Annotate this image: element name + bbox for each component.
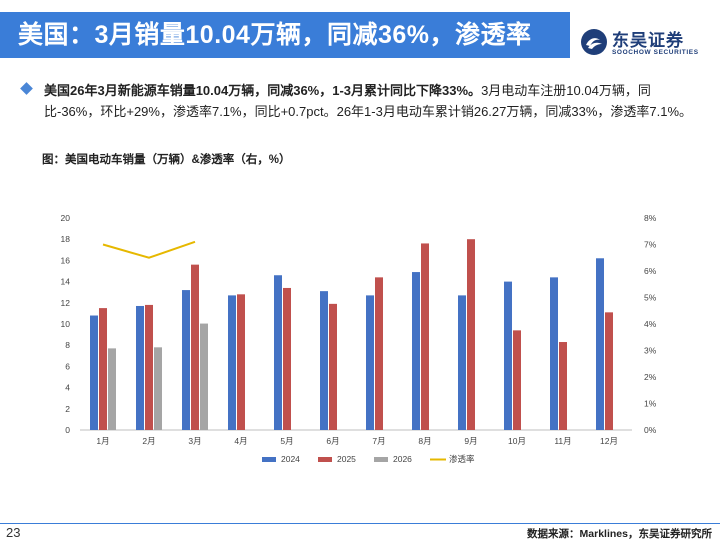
left-tick-label: 12 [61,298,71,308]
category-tick-label: 2月 [142,436,155,446]
page-title: 美国：3月销量10.04万辆，同减36%，渗透率7.1% [0,12,570,95]
legend-label: 2024 [281,454,300,464]
bar-2024 [412,272,420,430]
legend-swatch-2025 [318,457,332,462]
category-tick-label: 1月 [96,436,109,446]
bar-2026 [200,323,208,430]
logo-text-en: SOOCHOW SECURITIES [612,49,699,56]
footer-divider [0,523,720,524]
bar-2024 [504,281,512,430]
right-tick-label: 8% [644,213,657,223]
figure-caption: 图：美国电动车销量（万辆）&渗透率（右，%） [42,154,291,166]
logo-mark-icon [581,29,607,55]
category-tick-label: 5月 [280,436,293,446]
category-tick-label: 9月 [464,436,477,446]
summary-bullet: 美国26年3月新能源车销量10.04万辆，同减36%，1-3月累计同比下降33%… [20,80,702,122]
left-tick-label: 14 [61,277,71,287]
company-logo: 东吴证券 SOOCHOW SECURITIES [580,28,710,62]
bar-2025 [191,264,199,430]
right-tick-label: 5% [644,293,657,303]
bar-2024 [228,295,236,430]
bar-2025 [559,342,567,430]
bullet-diamond-icon [20,82,33,95]
right-tick-label: 1% [644,399,657,409]
category-tick-label: 4月 [234,436,247,446]
right-tick-label: 2% [644,372,657,382]
ev-sales-chart: 0 2 4 6 8 10 12 14 16 18 20 0% 1% 2% 3% 4% 5% 6% 7% 8% 1月 2月 3… [61,213,657,464]
category-tick-label: 10月 [508,436,526,446]
bar-2024 [596,258,604,430]
legend-label: 2025 [337,454,356,464]
legend-label: 渗透率 [449,454,475,464]
left-tick-label: 6 [65,361,70,371]
bar-2026 [154,347,162,430]
left-tick-label: 10 [61,319,71,329]
bar-2025 [605,312,613,430]
left-tick-label: 20 [61,213,71,223]
bar-2024 [136,305,144,430]
logo-text-cn: 东吴证券 [612,31,684,50]
left-tick-label: 18 [61,234,71,244]
summary-text: 美国26年3月新能源车销量10.04万辆，同减36%，1-3月累计同比下降33%… [44,80,702,122]
bar-2025 [99,308,107,430]
category-tick-label: 7月 [372,436,385,446]
bar-2024 [458,295,466,430]
left-tick-label: 16 [61,255,71,265]
right-tick-label: 6% [644,266,657,276]
bar-2025 [421,243,429,430]
bar-2026 [108,348,116,430]
summary-bold: 美国26年3月新能源车销量10.04万辆，同减36%，1-3月累计同比下降33%… [44,83,482,98]
right-tick-label: 7% [644,240,657,250]
bar-2024 [320,291,328,430]
category-tick-label: 12月 [600,436,618,446]
left-tick-label: 8 [65,340,70,350]
bar-2025 [237,294,245,430]
page-number: 23 [6,525,21,540]
left-tick-label: 2 [65,404,70,414]
penetration-rate-line [102,240,196,259]
source-note: 数据来源：Marklines，东吴证券研究所 [527,528,712,540]
legend-swatch-2026 [374,457,388,462]
bar-2025 [329,303,337,430]
legend-swatch-2024 [262,457,276,462]
bar-2024 [182,290,190,430]
category-tick-label: 3月 [188,436,201,446]
bar-2024 [366,295,374,430]
left-tick-label: 0 [65,425,70,435]
legend-label: 2026 [393,454,412,464]
right-tick-label: 3% [644,346,657,356]
left-tick-label: 4 [65,383,70,393]
bar-2025 [145,304,153,430]
bar-2024 [90,315,98,430]
right-tick-label: 4% [644,319,657,329]
category-tick-label: 8月 [418,436,431,446]
bar-2024 [550,277,558,430]
bar-2025 [283,287,291,430]
right-tick-label: 0% [644,425,657,435]
category-tick-label: 6月 [326,436,339,446]
bar-2025 [513,330,521,430]
bar-2025 [467,239,475,430]
bar-2024 [274,275,282,430]
bar-2025 [375,277,383,430]
summary-rest: 3月电动车注册10.04万辆，同比-36%，环比+29%，渗透率7.1%，同比+… [44,83,693,119]
category-tick-label: 11月 [554,436,571,446]
